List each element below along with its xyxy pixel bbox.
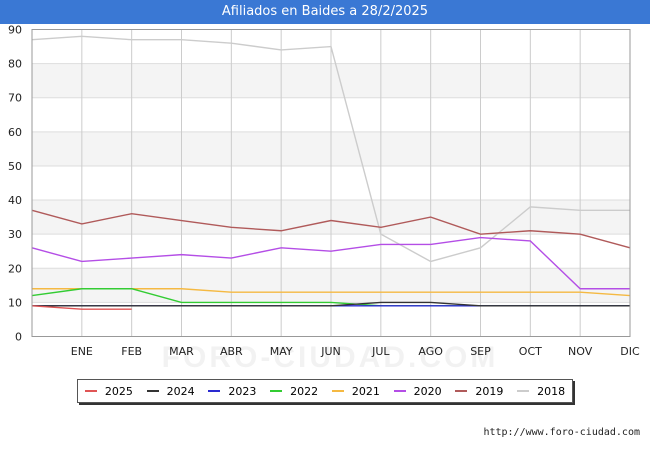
y-tick-label: 30: [8, 228, 22, 241]
x-tick-label: FEB: [121, 345, 142, 358]
legend: 2025 2024 2023 2022 2021 2020 2019 2018: [77, 379, 573, 403]
x-tick-label: SEP: [470, 345, 491, 358]
legend-label: 2023: [228, 384, 257, 398]
y-tick-label: 10: [8, 296, 22, 309]
legend-label: 2022: [290, 384, 319, 398]
legend-item-2024: 2024: [146, 384, 195, 398]
x-tick-label: DIC: [620, 345, 640, 358]
legend-label: 2018: [537, 384, 566, 398]
y-tick-label: 70: [8, 92, 22, 105]
legend-item-2023: 2023: [208, 385, 256, 398]
legend-swatch: [208, 390, 221, 392]
legend-item-2022: 2022: [270, 385, 318, 398]
legend-label: 2024: [166, 384, 195, 398]
legend-item-2020: 2020: [393, 384, 442, 398]
y-tick-label: 20: [8, 262, 22, 275]
series-line-2018: [31, 35, 630, 263]
y-axis-ticks: 0 10 20 30 40 50 60 70 80 90: [8, 24, 22, 344]
legend-label: 2021: [351, 384, 380, 398]
y-tick-label: 80: [8, 58, 22, 71]
legend-item-2025: 2025: [84, 384, 133, 398]
series-line-2025: [31, 305, 132, 310]
y-tick-label: 0: [15, 331, 22, 344]
legend-swatch: [331, 390, 344, 392]
legend-item-2018: 2018: [517, 385, 565, 398]
chart-title: Afiliados en Baides a 28/2/2025: [0, 0, 650, 24]
y-tick-label: 60: [8, 126, 22, 139]
y-tick-label: 90: [8, 24, 22, 37]
x-tick-label: ABR: [220, 345, 243, 358]
x-tick-label: NOV: [568, 345, 593, 358]
x-tick-label: JUN: [320, 345, 341, 358]
series-line-2019: [31, 209, 631, 249]
legend-swatch: [455, 390, 468, 392]
legend-label: 2019: [475, 384, 504, 398]
series-line-2020: [31, 236, 630, 290]
legend-swatch: [84, 390, 97, 392]
legend-label: 2025: [104, 384, 133, 398]
legend-swatch: [393, 390, 406, 392]
plot-frame: [31, 29, 631, 337]
legend-swatch: [517, 390, 530, 392]
x-axis-ticks: ENE FEB MAR ABR MAY JUN JUL AGO SEP OCT NOV DIC: [71, 345, 640, 358]
x-tick-label: MAY: [270, 345, 293, 358]
legend-item-2021: 2021: [331, 384, 380, 398]
x-tick-label: AGO: [418, 345, 443, 358]
legend-label: 2020: [413, 384, 442, 398]
x-tick-label: ENE: [71, 345, 93, 358]
watermark: FORO-CIUDAD.COM: [162, 341, 499, 374]
series-line-2024: [32, 301, 630, 307]
source-url: http://www.foro-ciudad.com: [483, 427, 640, 438]
legend-item-2019: 2019: [455, 385, 503, 398]
x-tick-label: OCT: [519, 345, 542, 358]
x-tick-label: JUL: [371, 345, 390, 358]
legend-swatch: [146, 390, 159, 392]
x-tick-label: MAR: [169, 345, 194, 358]
y-tick-label: 40: [8, 194, 22, 207]
y-tick-label: 50: [8, 160, 22, 173]
legend-swatch: [270, 390, 283, 392]
series-lines: [31, 35, 631, 310]
